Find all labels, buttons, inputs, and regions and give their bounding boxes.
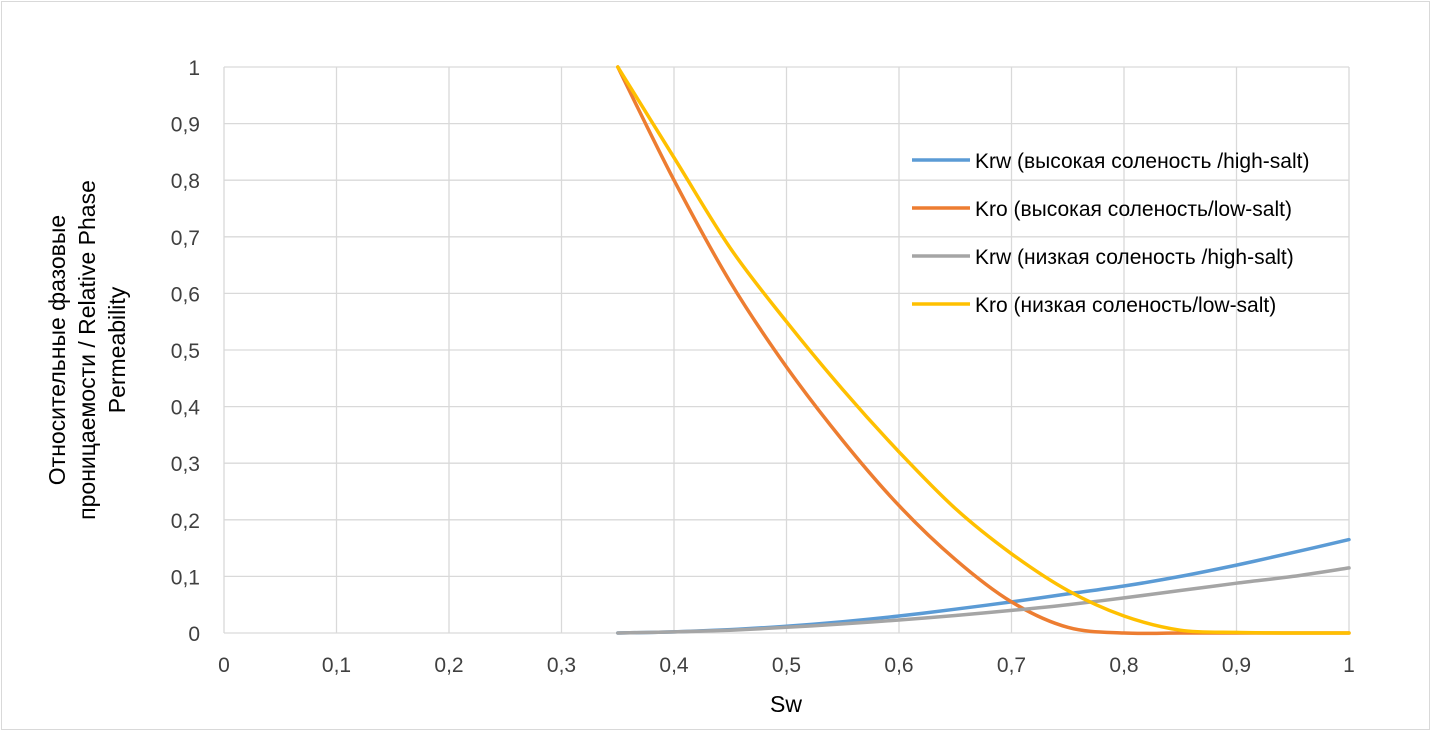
y-tick-label: 0 — [188, 623, 200, 646]
x-tick-label: 0,2 — [434, 654, 463, 677]
legend-label: Kro (низкая соленость/low-salt) — [975, 294, 1276, 317]
x-tick-label: 0,9 — [1222, 654, 1251, 677]
y-tick-label: 0,2 — [171, 510, 200, 533]
x-tick-label: 0,4 — [659, 654, 689, 677]
y-axis-ticks: 0 0,1 0,2 0,3 0,4 0,5 0,6 0,7 0,8 0,9 1 — [171, 57, 201, 646]
y-tick-label: 0,9 — [171, 114, 200, 137]
legend-label: Kro (высокая соленость/low-salt) — [975, 198, 1292, 221]
series-line-1 — [616, 537, 1351, 635]
x-axis-ticks: 0 0,1 0,2 0,3 0,4 0,5 0,6 0,7 0,8 0,9 1 — [218, 654, 1355, 677]
x-tick-label: 0,5 — [772, 654, 801, 677]
series-line-3 — [616, 566, 1351, 635]
x-tick-label: 0,1 — [322, 654, 351, 677]
y-tick-label: 0,5 — [171, 340, 200, 363]
gridlines — [223, 66, 1350, 634]
y-axis-title: Относительные фазовые проницаемости / Rel… — [44, 180, 130, 520]
legend-label: Krw (низкая соленость /high-salt) — [975, 246, 1294, 269]
y-tick-label: 0,8 — [171, 170, 200, 193]
x-tick-label: 0 — [218, 654, 230, 677]
x-tick-label: 1 — [1343, 654, 1355, 677]
y-tick-label: 0,1 — [171, 566, 200, 589]
y-tick-label: 0,4 — [171, 397, 201, 420]
x-tick-label: 0,3 — [547, 654, 576, 677]
y-axis-title-line: Относительные фазовые — [44, 215, 70, 485]
series-lines — [616, 65, 1351, 636]
y-tick-label: 0,3 — [171, 453, 200, 476]
y-axis-title-line: проницаемости / Relative Phase — [74, 180, 100, 520]
x-tick-label: 0,6 — [884, 654, 913, 677]
x-axis-title: Sw — [770, 691, 802, 717]
y-axis-title-line: Permeability — [104, 286, 130, 413]
y-tick-label: 0,6 — [171, 283, 200, 306]
legend-label: Krw (высокая соленость /high-salt) — [975, 150, 1309, 173]
x-tick-label: 0,8 — [1109, 654, 1138, 677]
series-line-4 — [616, 65, 1351, 635]
legend: Krw (высокая соленость /high-salt) Kro (в… — [912, 150, 1309, 317]
y-tick-label: 0,7 — [171, 227, 200, 250]
y-tick-label: 1 — [188, 57, 200, 80]
x-tick-label: 0,7 — [997, 654, 1026, 677]
